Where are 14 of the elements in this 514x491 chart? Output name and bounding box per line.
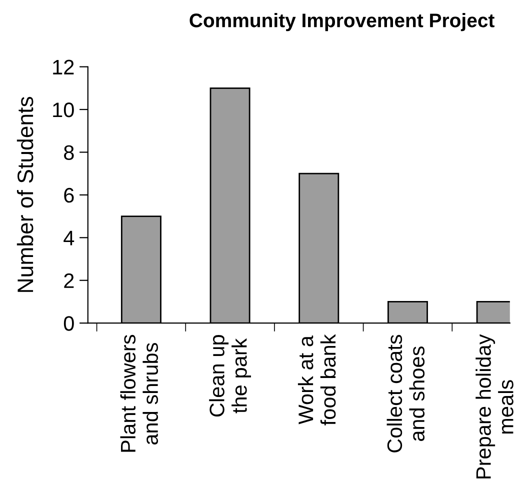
y-tick-label: 12 — [53, 60, 74, 74]
y-tick-label: 6 — [64, 188, 74, 203]
y-axis-title: Number of Students — [16, 96, 34, 292]
y-tick-label: 2 — [64, 273, 74, 288]
y-tick-label: 8 — [64, 145, 74, 160]
x-tick-label: Clean up the park — [209, 335, 251, 417]
x-tick-label: Work at a food bank — [298, 334, 336, 426]
y-tick-label: 10 — [53, 102, 74, 118]
chart-title: Community Improvement Project — [190, 13, 494, 32]
x-tick-label: Prepare holiday meals — [476, 334, 514, 478]
x-tick-label: Collect coats and shoes — [386, 334, 425, 452]
x-tick-label: Plant flowers and shrubs — [120, 334, 158, 452]
y-tick-label: 4 — [64, 230, 74, 246]
y-tick-label: 0 — [64, 316, 74, 331]
